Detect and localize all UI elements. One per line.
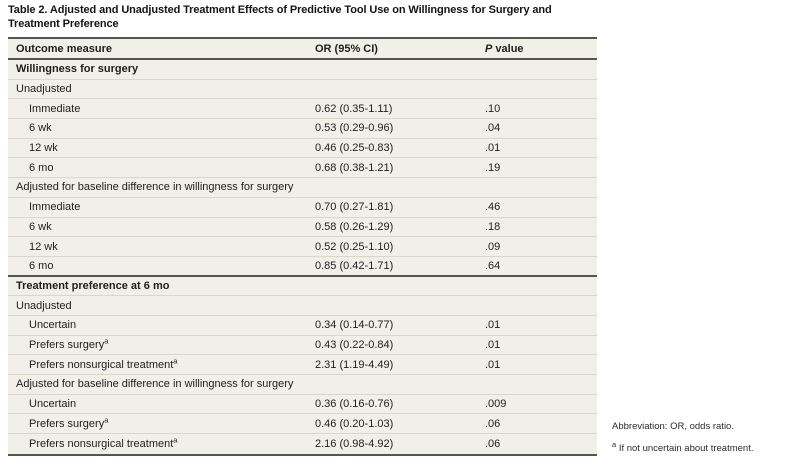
table-row-unadjusted: Unadjusted [8,296,597,316]
table-row: 12 wk 0.46 (0.25-0.83) .01 [8,138,597,159]
row-label: 6 mo [29,259,54,272]
p-value: .10 [485,102,501,115]
or-value: 2.16 (0.98-4.92) [315,437,394,450]
p-value: .46 [485,201,501,214]
table-row: Prefers surgerya 0.46 (0.20-1.03) .06 [8,414,597,435]
p-value-italic-p: P [485,42,493,55]
row-label: Adjusted for baseline difference in will… [16,181,294,194]
p-value: .64 [485,259,501,272]
table-row: Uncertain 0.34 (0.14-0.77) .01 [8,315,597,336]
or-value: 0.34 (0.14-0.77) [315,319,394,332]
data-table: Outcome measure OR (95% CI) P value Will… [8,37,597,456]
row-label: 12 wk [29,240,58,253]
p-value: .06 [485,437,501,450]
or-value: 0.62 (0.35-1.11) [315,102,393,115]
footnote-a-marker: a [612,439,617,449]
row-label: Immediate [29,201,81,214]
row-label: 6 wk [29,122,52,135]
table-header-row: Outcome measure OR (95% CI) P value [8,39,597,60]
table-row: Prefers nonsurgical treatmenta 2.31 (1.1… [8,355,597,375]
p-value: .01 [485,358,501,371]
p-value-rest: value [492,42,524,55]
table-row-unadjusted: Unadjusted [8,79,597,100]
or-value: 2.31 (1.19-4.49) [315,358,394,371]
or-value: 0.46 (0.25-0.83) [315,142,394,155]
table-row-section-willingness: Willingness for surgery [8,60,597,80]
p-value: .18 [485,220,501,233]
table-row: Prefers surgerya 0.43 (0.22-0.84) .01 [8,335,597,356]
table-row-adjusted: Adjusted for baseline difference in will… [8,375,597,395]
footnote-a: a If not uncertain about treatment. [612,439,790,455]
row-label: Uncertain [29,398,77,411]
or-value: 0.53 (0.29-0.96) [315,122,394,135]
footnote-marker-a: a [173,435,178,445]
row-label: Prefers surgerya [29,415,109,430]
row-label: 6 mo [29,161,54,174]
table-title: Table 2. Adjusted and Unadjusted Treatme… [8,4,552,30]
or-value: 0.68 (0.38-1.21) [315,161,394,174]
or-value: 0.70 (0.27-1.81) [315,201,394,214]
row-label: Adjusted for baseline difference in will… [16,378,294,391]
table-row: 6 wk 0.53 (0.29-0.96) .04 [8,119,597,139]
row-label: Unadjusted [16,83,72,96]
footnote-marker-a: a [173,356,178,365]
table-row-adjusted: Adjusted for baseline difference in will… [8,178,597,198]
or-value: 0.36 (0.16-0.76) [315,398,394,411]
row-label: Willingness for surgery [16,63,139,76]
row-label: Prefers surgerya [29,336,109,351]
p-value: .04 [485,122,501,135]
p-value: .01 [485,338,501,351]
column-header-or-ci: OR (95% CI) [315,42,378,55]
table-row: Immediate 0.62 (0.35-1.11) .10 [8,99,597,120]
row-label: 12 wk [29,142,58,155]
p-value: .01 [485,142,501,155]
p-value: .06 [485,417,501,430]
row-label: Immediate [29,102,81,115]
column-header-outcome-measure: Outcome measure [16,42,112,55]
table-row-section-treatment-preference: Treatment preference at 6 mo [8,276,597,297]
p-value: .19 [485,161,501,174]
or-value: 0.85 (0.42-1.71) [315,259,394,272]
or-value: 0.58 (0.26-1.29) [315,220,394,233]
table-row: Immediate 0.70 (0.27-1.81) .46 [8,197,597,218]
table-row: Prefers nonsurgical treatmenta 2.16 (0.9… [8,434,597,454]
footnote-marker-a: a [104,336,109,346]
footnote-a-text: If not uncertain about treatment. [618,443,754,454]
row-label: Treatment preference at 6 mo [16,279,170,292]
table-row: 6 mo 0.85 (0.42-1.71) .64 [8,256,597,277]
or-value: 0.46 (0.20-1.03) [315,417,394,430]
row-label: Prefers nonsurgical treatmenta [29,435,178,450]
or-value: 0.43 (0.22-0.84) [315,338,394,351]
footnotes: Abbreviation: OR, odds ratio. a If not u… [612,421,790,455]
row-label: 6 wk [29,220,52,233]
footnote-marker-a: a [104,415,109,425]
or-value: 0.52 (0.25-1.10) [315,240,394,253]
table-row: Uncertain 0.36 (0.16-0.76) .009 [8,394,597,415]
footnote-abbreviation: Abbreviation: OR, odds ratio. [612,421,734,432]
table-row: 12 wk 0.52 (0.25-1.10) .09 [8,237,597,257]
p-value: .01 [485,319,501,332]
p-value: .09 [485,240,501,253]
row-label: Prefers nonsurgical treatmenta [29,356,178,371]
column-header-p-value: P value [485,43,597,55]
row-label: Uncertain [29,319,77,332]
p-value: .009 [485,398,507,411]
table-row: 6 wk 0.58 (0.26-1.29) .18 [8,217,597,238]
table-row: 6 mo 0.68 (0.38-1.21) .19 [8,158,597,179]
row-label: Unadjusted [16,299,72,312]
